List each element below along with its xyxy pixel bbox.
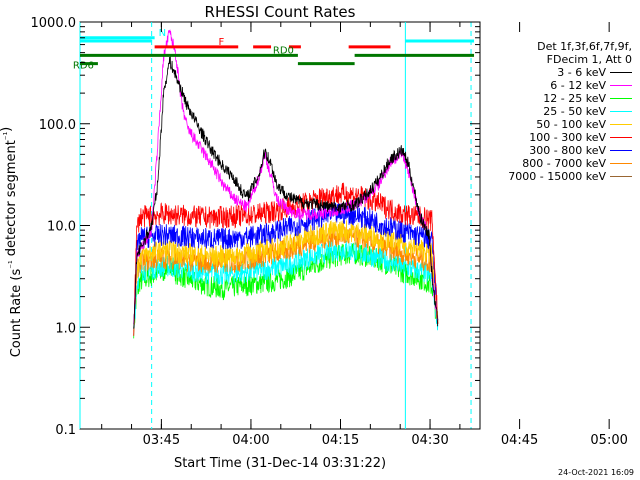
legend-entry: 7000 - 15000 keV (478, 170, 638, 183)
series-line (133, 56, 439, 329)
legend-entry: 6 - 12 keV (478, 79, 638, 92)
y-axis-label: Count Rate (s⁻¹ detector segment⁻¹) (0, 127, 24, 358)
flag-label: N (159, 28, 166, 39)
legend-entry-label: 7000 - 15000 keV (508, 170, 606, 183)
x-tick-label: 04:30 (411, 433, 448, 448)
legend-header-line-1: Det 1f,3f,6f,7f,9f, (537, 40, 632, 53)
y-tick-label: 100.0 (39, 118, 76, 133)
y-tick-label: 1.0 (55, 321, 76, 336)
x-tick-label: 04:00 (232, 433, 269, 448)
legend-swatch (610, 163, 632, 164)
legend-swatch (610, 150, 632, 151)
legend-entry: 12 - 25 keV (478, 92, 638, 105)
series-line (133, 29, 439, 325)
legend-swatch (610, 137, 632, 138)
legend-entry-label: 12 - 25 keV (543, 92, 606, 105)
y-tick-label: 1000.0 (31, 16, 77, 31)
legend-entry-label: 3 - 6 keV (557, 66, 606, 79)
flag-label: RD6 (73, 61, 94, 72)
legend-entry-label: 800 - 7000 keV (522, 157, 606, 170)
legend-swatch (610, 111, 632, 112)
data-series-layer (133, 29, 439, 339)
legend-entry-label: 25 - 50 keV (543, 105, 606, 118)
axes-layer: 0.1 1.0 10.0 100.0 1000.0 03:45 04:00 04:15 04:3… (31, 16, 628, 448)
legend-entry-label: 100 - 300 keV (529, 131, 606, 144)
legend-swatch (610, 72, 632, 73)
series-line (133, 202, 439, 324)
footer-timestamp: 24-Oct-2021 16:09 (558, 468, 634, 477)
y-tick-label: 0.1 (55, 423, 76, 438)
legend-swatch (610, 85, 632, 86)
legend-entry: 100 - 300 keV (478, 131, 638, 144)
legend-entry: 25 - 50 keV (478, 105, 638, 118)
legend-entry: 300 - 800 keV (478, 144, 638, 157)
x-tick-label: 03:45 (143, 433, 180, 448)
legend-swatch (610, 98, 632, 99)
legend-entry: 800 - 7000 keV (478, 157, 638, 170)
x-tick-label: 04:15 (322, 433, 359, 448)
flag-bars-layer: N F RD0 RD6 (73, 28, 475, 72)
x-tick-label: 05:00 (590, 433, 627, 448)
legend-header-line-2: FDecim 1, Att 0 (546, 53, 632, 66)
flag-label: RD0 (273, 45, 294, 56)
x-axis-label: Start Time (31-Dec-14 03:31:22) (174, 456, 386, 471)
legend-entry: 3 - 6 keV (478, 66, 638, 79)
chart-title: RHESSI Count Rates (205, 3, 356, 21)
x-tick-label: 04:45 (501, 433, 538, 448)
legend-entry-label: 300 - 800 keV (529, 144, 606, 157)
y-tick-label: 10.0 (47, 220, 76, 235)
legend-entry-label: 6 - 12 keV (550, 79, 606, 92)
legend-entry: 50 - 100 keV (478, 118, 638, 131)
flag-label: F (218, 37, 224, 48)
legend: Det 1f,3f,6f,7f,9f, FDecim 1, Att 0 3 - … (478, 40, 638, 183)
series-line (133, 220, 439, 332)
legend-swatch (610, 124, 632, 125)
legend-entry-label: 50 - 100 keV (536, 118, 606, 131)
legend-swatch (610, 176, 632, 177)
